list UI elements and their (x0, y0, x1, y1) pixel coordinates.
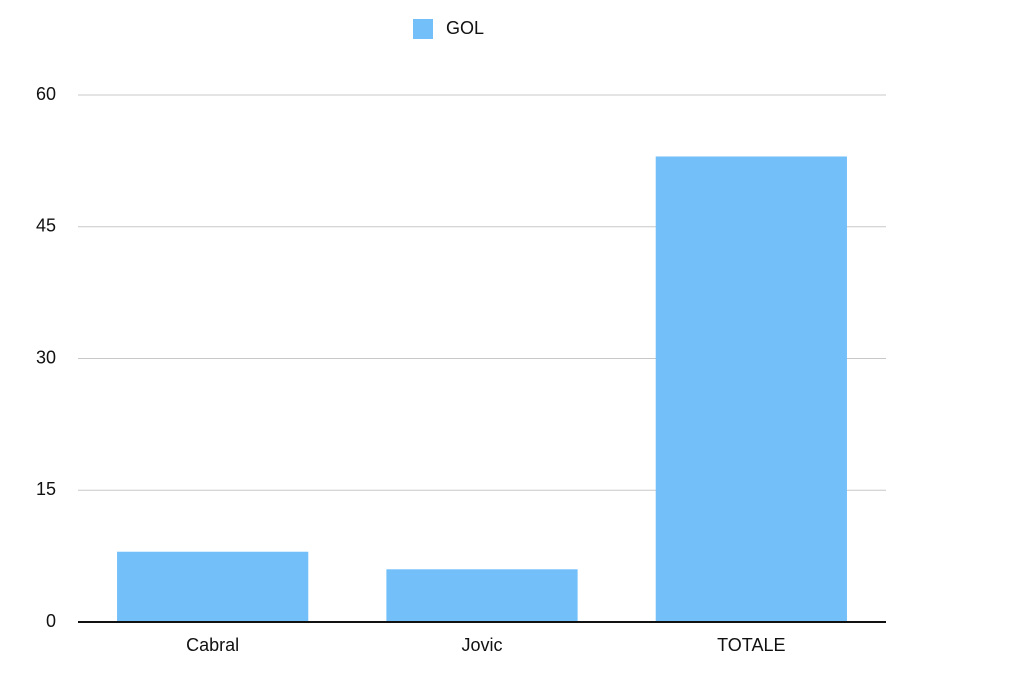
y-tick-label: 0 (46, 611, 56, 631)
legend-label: GOL (446, 18, 484, 38)
y-tick-label: 45 (36, 216, 56, 236)
x-tick-label: Cabral (186, 635, 239, 655)
bar (117, 551, 309, 622)
x-tick-label: Jovic (461, 635, 502, 655)
legend-swatch (413, 19, 433, 39)
y-tick-label: 15 (36, 479, 56, 499)
bar (386, 569, 578, 622)
x-tick-label: TOTALE (717, 635, 785, 655)
y-tick-label: 30 (36, 347, 56, 367)
bar (655, 156, 847, 622)
y-tick-label: 60 (36, 84, 56, 104)
